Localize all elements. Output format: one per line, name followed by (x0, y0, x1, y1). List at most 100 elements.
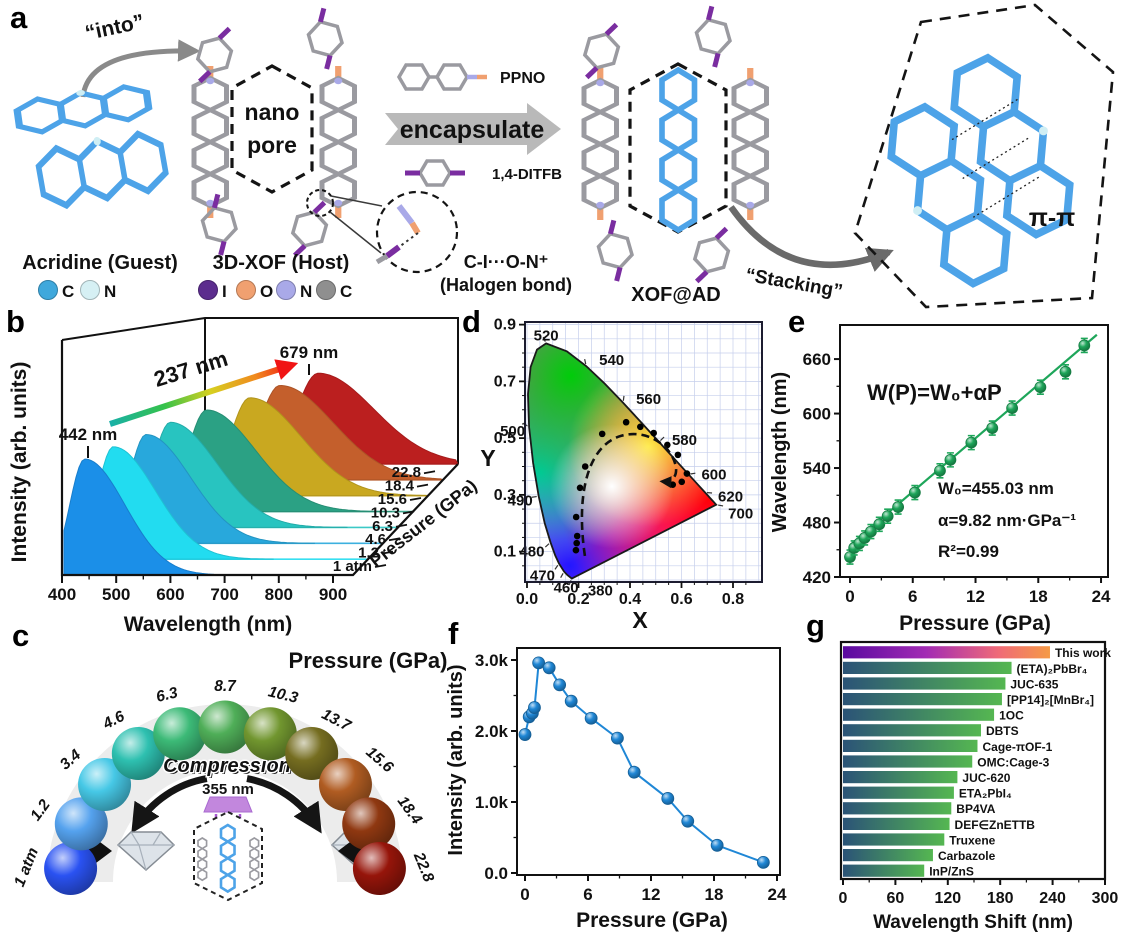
bar-label: [PP14]₂[MnBr₄] (1007, 693, 1094, 707)
acridine-stack (941, 48, 1087, 242)
data-point (892, 501, 905, 513)
panel-b-spectra: 400 500 600 700 800 900 22.818.415.610.36.34.… (8, 317, 481, 636)
bar-label: DEF∈ZnETTB (955, 818, 1036, 832)
bar (843, 849, 933, 862)
y-axis-label: Intensity (arb. units) (8, 362, 31, 563)
plot: 0 6 12 18 24 420 480 540 600 660 (803, 324, 1111, 606)
atom-legend-symbol: C (340, 282, 352, 301)
panel-c-title: Pressure (GPa) (289, 648, 448, 673)
y-tick-label: 0.9 (494, 317, 516, 334)
pressure-axis-labels: 22.818.415.610.36.34.61.21 atm (333, 464, 436, 575)
host-column (194, 66, 227, 218)
y-tick-label: 0.7 (494, 373, 516, 390)
acridine-molecule (35, 126, 168, 209)
nanopore-hexagon (230, 64, 314, 194)
bar (843, 677, 1006, 690)
pressure-tick-label: 18.4 (385, 478, 415, 495)
sphere-label: 8.7 (214, 678, 237, 695)
cie-wavelength-label: 460 (554, 580, 579, 597)
pressure-tick (416, 483, 429, 488)
cie-point (573, 532, 581, 540)
pipi-label: π-π (1029, 204, 1076, 232)
pressure-tick (423, 470, 436, 475)
panel-e-fit: 0 6 12 18 24 420 480 540 600 660 W(P)=W₀+αP W₀=45… (769, 324, 1111, 635)
data-point (873, 518, 886, 531)
pressure-tick (381, 550, 394, 555)
data-point (542, 661, 556, 675)
pressure-tick (402, 510, 415, 515)
locus-tick (554, 564, 559, 570)
panel-c-compression: Pressure (GPa) Compression Compression 3… (11, 648, 448, 902)
y-tick-label: 660 (803, 350, 831, 369)
plot-frame-rect (839, 324, 1109, 578)
cell-hexagon (193, 810, 263, 902)
x-tick-label: 0.4 (619, 591, 641, 608)
y-tick-label: 0.5 (494, 430, 516, 447)
fit-alpha-label: α=9.82 nm·GPa⁻¹ (938, 511, 1076, 530)
x-tick-label: 0 (520, 885, 529, 904)
panel-letter-a: a (10, 0, 28, 35)
bar (843, 864, 925, 877)
laser-label: 355 nm (202, 781, 254, 798)
pressure-sphere (153, 707, 207, 761)
data-point (710, 838, 724, 852)
cie-wavelength-label: 600 (701, 466, 726, 483)
panel-letter-d: d (462, 304, 481, 339)
axes-front (60, 340, 459, 577)
bar-label: 1OC (999, 709, 1024, 723)
nanopore-label: nano (245, 99, 300, 125)
pressure-sphere (285, 726, 339, 780)
halogen-zoom-circle (375, 190, 459, 274)
cie-point (581, 463, 589, 470)
cie-wavelength-label: 580 (672, 432, 697, 449)
cie-point (622, 418, 630, 426)
y-tick-label: 480 (803, 514, 831, 533)
ditfb-label: 1,4-DITFB (492, 166, 562, 183)
data-point (564, 694, 578, 708)
xofad-label: XOF@AD (631, 284, 721, 306)
x-tick-label: 300 (1092, 890, 1119, 907)
bar (843, 724, 981, 737)
bar-label: JUC-620 (962, 771, 1010, 785)
data-point (553, 678, 567, 692)
sphere-label: 18.4 (394, 793, 426, 828)
pressure-sphere (318, 757, 372, 811)
cie-wavelength-label: 540 (599, 352, 624, 369)
cie-point (650, 429, 657, 437)
ditfb-molecule (593, 218, 638, 283)
locus-tick (622, 395, 625, 401)
atom-legend-swatch (316, 280, 336, 300)
compression-arc-right (246, 775, 322, 834)
y-tick-label: 0.1 (494, 544, 516, 561)
trajectory-points (572, 418, 691, 557)
locus-tick (690, 472, 696, 475)
pressure-tick (374, 564, 387, 568)
encapsulate-label: encapsulate (400, 116, 545, 144)
shift-label: 237 nm (151, 346, 231, 392)
y-tick-label: 2.0k (475, 722, 509, 741)
cie-point (674, 451, 682, 459)
bar (843, 646, 1050, 659)
pressure-tick-label: 15.6 (378, 491, 407, 508)
data-point (881, 510, 894, 523)
pressure-sphere (44, 841, 98, 895)
sphere-label: 6.3 (154, 684, 179, 706)
sphere-label: 4.6 (100, 708, 128, 734)
cie-point (576, 484, 584, 492)
sphere-label: 10.3 (266, 683, 300, 707)
cie-point (572, 546, 580, 554)
data-point (1078, 339, 1091, 352)
trajectory-arrow (580, 432, 678, 557)
x-tick-label: 240 (1039, 890, 1066, 907)
pressure-tick-label: 1 atm (333, 558, 372, 575)
x-tick-label: 24 (768, 885, 787, 904)
sphere-label: 22.8 (410, 849, 438, 885)
into-label: “into” (83, 10, 146, 45)
cie-point (573, 539, 580, 547)
spectra-curves (63, 372, 459, 576)
atom-legend-symbol: C (62, 282, 74, 301)
panel-letter-f: f (448, 616, 459, 651)
bar-label: JUC-635 (1010, 677, 1058, 691)
